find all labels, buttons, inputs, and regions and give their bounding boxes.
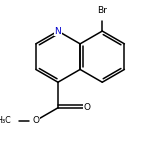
Text: H₃C: H₃C	[0, 116, 11, 125]
Text: O: O	[83, 103, 90, 112]
Text: Br: Br	[97, 6, 107, 15]
Text: O: O	[32, 116, 39, 125]
Text: N: N	[55, 26, 61, 36]
